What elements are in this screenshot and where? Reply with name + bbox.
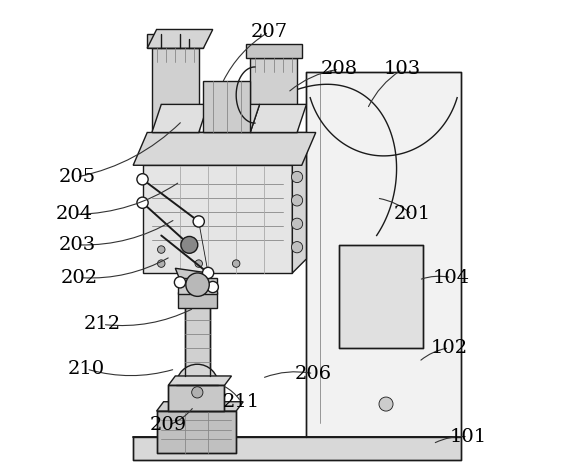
Circle shape [203,268,214,278]
Circle shape [193,216,204,227]
Bar [190,414,206,437]
Text: 211: 211 [222,393,259,411]
Text: 210: 210 [68,360,105,378]
Circle shape [291,195,303,206]
Polygon shape [133,132,316,165]
Circle shape [207,281,218,292]
Polygon shape [250,57,297,132]
Polygon shape [147,34,203,48]
Text: 207: 207 [250,23,288,41]
Bar [339,245,423,348]
Polygon shape [175,268,217,296]
Polygon shape [143,165,293,273]
Polygon shape [293,132,306,273]
Circle shape [157,260,165,268]
Circle shape [137,174,148,185]
Text: 203: 203 [58,236,96,254]
Text: 204: 204 [56,205,93,223]
Polygon shape [143,132,306,165]
Circle shape [186,273,209,296]
Polygon shape [178,292,217,308]
Circle shape [379,397,393,411]
Text: 209: 209 [149,416,187,434]
Polygon shape [168,376,231,385]
Polygon shape [147,30,213,48]
Text: 104: 104 [433,268,470,287]
Circle shape [157,246,165,253]
Text: 212: 212 [84,316,121,333]
Polygon shape [178,277,217,294]
Circle shape [176,364,218,406]
Circle shape [192,387,203,398]
Text: 202: 202 [61,268,98,287]
Text: 101: 101 [449,428,487,446]
Text: 205: 205 [58,168,96,186]
Circle shape [137,197,148,208]
Polygon shape [157,402,243,411]
Circle shape [291,218,303,229]
Polygon shape [203,105,260,132]
Polygon shape [152,105,208,132]
Text: 208: 208 [320,60,358,78]
Polygon shape [250,105,306,132]
Polygon shape [168,385,225,411]
Circle shape [181,236,198,253]
Text: 201: 201 [393,205,430,223]
Text: 102: 102 [431,339,468,357]
Bar [185,292,211,376]
Polygon shape [133,437,461,460]
Polygon shape [203,81,250,132]
Polygon shape [246,43,302,57]
Polygon shape [152,48,199,132]
Polygon shape [306,72,461,437]
Polygon shape [157,411,236,453]
Text: 103: 103 [384,60,421,78]
Circle shape [195,260,203,268]
Circle shape [291,242,303,253]
Text: 206: 206 [295,365,332,382]
Circle shape [174,276,186,288]
Circle shape [233,260,240,268]
Circle shape [291,171,303,183]
